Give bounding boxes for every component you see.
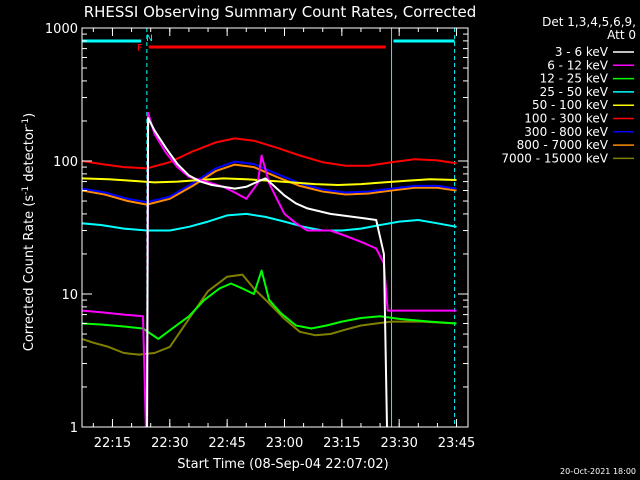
chart-title: RHESSI Observing Summary Count Rates, Co…: [84, 3, 477, 21]
x-axis-ticks: 22:15 22:30 22:45 23:00 23:15 23:30 23:45: [92, 28, 475, 451]
series-line: [82, 111, 457, 427]
y-axis-ticks: 1 10 100 1000: [45, 22, 468, 436]
legend-entry-label: 50 - 100 keV: [532, 98, 609, 112]
y-tick-label: 100: [53, 155, 78, 170]
x-tick-label: 22:30: [151, 436, 188, 451]
x-tick-label: 23:00: [266, 436, 303, 451]
series-line: [146, 117, 388, 427]
legend-entry-label: 100 - 300 keV: [524, 112, 608, 126]
x-tick-label: 23:15: [323, 436, 360, 451]
x-tick-label: 23:45: [438, 436, 475, 451]
legend-header-line2: Att 0: [607, 28, 636, 42]
y-tick-label: 1000: [45, 22, 78, 37]
series-line: [82, 273, 457, 356]
x-tick-label: 22:45: [208, 436, 245, 451]
legend-entry-label: 7000 - 15000 keV: [501, 151, 608, 165]
x-tick-label: 22:15: [94, 436, 131, 451]
y-tick-label: 10: [61, 288, 78, 303]
y-axis-title-part3: ): [22, 113, 37, 118]
y-tick-label: 1: [70, 421, 78, 436]
legend-entry-label: 300 - 800 keV: [524, 125, 608, 139]
legend-entry-label: 800 - 7000 keV: [517, 138, 609, 152]
legend-entry-label: 6 - 12 keV: [547, 58, 609, 72]
x-axis-title: Start Time (08-Sep-04 22:07:02): [177, 457, 388, 472]
legend-entry-label: 12 - 25 keV: [540, 72, 609, 86]
y-axis-title: Corrected Count Rate (s-1 detector-1): [21, 113, 37, 351]
legend-entry-label: 3 - 6 keV: [555, 45, 609, 59]
legend-header-line1: Det 1,3,4,5,6,9,: [542, 15, 636, 29]
y-axis-title-part2: detector: [22, 126, 37, 186]
footer-date: 20-Oct-2021 18:00: [560, 467, 636, 476]
flag-layer: FN: [82, 34, 455, 54]
y-axis-title-sup1: -1: [21, 186, 31, 195]
legend-entry-label: 25 - 50 keV: [540, 85, 609, 99]
night-flag-label: N: [146, 34, 153, 44]
flare-flag-label: F: [137, 43, 143, 54]
series-layer: [82, 111, 457, 427]
series-line: [82, 269, 457, 340]
series-line: [82, 212, 457, 232]
x-tick-label: 23:30: [380, 436, 417, 451]
y-axis-title-part1: Corrected Count Rate (s: [22, 195, 37, 352]
plot-frame: [81, 27, 469, 428]
y-axis-title-sup2: -1: [21, 118, 31, 127]
series-line: [82, 137, 457, 170]
